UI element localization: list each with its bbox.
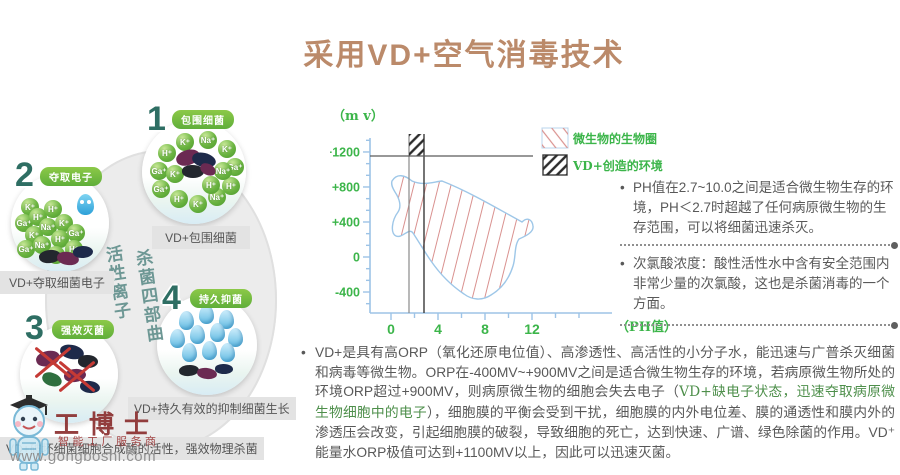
ion-ball: H⁺: [51, 230, 69, 248]
svg-text:12: 12: [524, 321, 540, 337]
x-axis-unit-label: （PH值）: [616, 319, 677, 335]
bullet-text-ph: PH值在2.7~10.0之间是适合微生物生存的环境，PH＜2.7时超越了任何病原…: [633, 180, 894, 235]
ion-ball: K⁺: [176, 133, 194, 151]
watermark: 工博士 智能工厂服务商 www.gongboshi.com: [6, 393, 256, 475]
water-drop-icon: [220, 343, 235, 362]
red-x-mark: [56, 355, 98, 397]
biosphere-region: [390, 175, 534, 300]
step2-circle: K⁺Ga⁺H⁺H⁺K⁺Na⁺K⁺Ga⁺Na⁺H⁺Ga⁺K⁺H⁺: [11, 174, 109, 272]
ion-ball: H⁺: [222, 177, 240, 195]
legend-label-vd-environment: VD+创造的环境: [572, 158, 663, 173]
step4-circle: [157, 295, 257, 395]
ion-ball: Na⁺: [199, 131, 217, 149]
bullet-dot: •: [620, 256, 625, 271]
legend-red-hatch-swatch: [542, 128, 568, 148]
dotted-separator: [620, 242, 898, 249]
ion-ball: H⁺: [170, 190, 188, 208]
bullet-dot: •: [620, 180, 625, 195]
bacteria-icon: [72, 245, 94, 259]
bullet-text-hypochlorous: 次氯酸浓度：酸性活性水中含有安全范围内非常少量的次氯酸，这也是杀菌消毒的一个方面…: [633, 256, 890, 311]
sterilization-steps-diagram: 活性离子杀菌四部曲 Ga⁺ H⁺ K⁺ Na⁺ K⁺ Ga⁺ H⁺ Na⁺ K⁺ H⁺ Ga⁺ K⁺ H…: [0, 95, 302, 475]
robot-mascot-icon: [9, 395, 49, 471]
paragraph-seg3: ），细胞膜的平衡会受到干扰，细胞膜的内外电位差、膜的通透性和膜内外的渗透压会改变…: [315, 404, 895, 460]
svg-text:+1200: +1200: [330, 146, 360, 160]
bacteria-icon: [182, 165, 204, 178]
water-drop-icon: [182, 343, 197, 362]
separator-end-dot: [891, 242, 898, 249]
water-drop-icon: [170, 329, 185, 348]
watermark-url: www.gongboshi.com: [10, 448, 157, 465]
step3-label: 强效灭菌: [52, 320, 114, 339]
ion-ball: Ga⁺: [17, 240, 35, 258]
svg-text:0: 0: [387, 321, 395, 337]
water-drop-icon: [199, 305, 214, 324]
step1-caption: VD+包围细菌: [152, 226, 250, 249]
water-drop-mascot-icon: [77, 194, 94, 215]
svg-text:8: 8: [481, 321, 489, 337]
watermark-brand: 工博士: [54, 410, 160, 439]
water-drop-icon: [228, 328, 243, 347]
step2-label: 夺取电子: [40, 167, 102, 186]
ion-ball: K⁺: [218, 140, 236, 158]
paragraph-seg2-green: VD+缺电子状态，迅速夺取病原微生物细胞中的电子: [315, 384, 895, 421]
svg-text:4: 4: [434, 321, 442, 337]
water-drop-icon: [190, 325, 205, 344]
step4-number: 4: [162, 279, 181, 317]
page-title: 采用VD+空气消毒技术: [303, 39, 625, 72]
ion-ball: Ga⁺: [67, 224, 85, 242]
step3-caption: VD+破坏细菌细胞合成酶的活性，强效物理杀菌: [0, 437, 264, 460]
svg-text:0: 0: [353, 251, 360, 265]
paragraph-seg1: VD+是具有高ORP（氧化还原电位值）、高渗透性、高活性的小分子水，能迅速与广普…: [315, 345, 895, 399]
vd-environment-band: [370, 134, 533, 313]
bullet-item-hypochlorous: • 次氯酸浓度：酸性活性水中含有安全范围内非常少量的次氯酸，这也是杀菌消毒的一个…: [620, 254, 894, 314]
water-drop-icon: [219, 310, 234, 329]
step2-caption: VD+夺取细菌电子: [0, 271, 114, 294]
svg-text:+800: +800: [332, 181, 360, 195]
step4-caption: VD+持久有效的抑制细菌生长: [128, 397, 296, 420]
water-drop-icon: [202, 341, 217, 360]
water-drop-icon: [179, 311, 194, 330]
chart-legend: 微生物的生物圈 VD+创造的环境: [541, 127, 663, 176]
watermark-slogan: 智能工厂服务商: [58, 436, 160, 448]
step4-label: 持久抑菌: [190, 289, 252, 308]
ion-ball: Na⁺: [214, 162, 232, 180]
step1-circle: Ga⁺ H⁺ K⁺ Na⁺ K⁺ Ga⁺ H⁺ Na⁺ K⁺ H⁺ Ga⁺ K⁺ H⁺ Na⁺: [142, 120, 246, 224]
separator-end-dot: [891, 322, 898, 329]
bullet-item-ph: • PH值在2.7~10.0之间是适合微生物生存的环境，PH＜2.7时超越了任何…: [620, 178, 894, 238]
axis-ticks: [363, 139, 580, 320]
water-drop-icon: [210, 323, 225, 342]
y-axis-unit-label: （m v）: [332, 108, 384, 124]
step2-number: 2: [15, 156, 34, 194]
ion-ball: Ga⁺: [150, 162, 168, 180]
step3-number: 3: [25, 309, 44, 347]
ion-ball: Ga⁺: [152, 180, 170, 198]
right-bullet-panel: • PH值在2.7~10.0之间是适合微生物生存的环境，PH＜2.7时超越了任何…: [620, 178, 898, 334]
bullet-dot: •: [301, 345, 306, 360]
legend-black-hatch-swatch: [543, 155, 567, 175]
bacteria-icon: [215, 364, 233, 374]
step1-label: 包围细菌: [172, 110, 234, 129]
ion-ball: H⁺: [202, 176, 220, 194]
orp-ph-chart: +1200 +800 +400 0 -400 0 4 8 12 （m v） （PH值） 微生物的…: [330, 108, 677, 338]
ion-ball: K⁺: [166, 165, 184, 183]
step1-number: 1: [147, 100, 166, 138]
axis-tick-labels: +1200 +800 +400 0 -400 0 4 8 12: [330, 146, 540, 338]
ion-ball: H⁺: [44, 200, 62, 218]
ion-ball: K⁺: [189, 195, 207, 213]
dotted-separator: [620, 322, 898, 329]
svg-text:+400: +400: [332, 216, 360, 230]
ion-ball: Na⁺: [39, 218, 57, 236]
ion-ball: H⁺: [158, 144, 176, 162]
svg-text:-400: -400: [335, 286, 360, 300]
bottom-paragraph: • VD+是具有高ORP（氧化还原电位值）、高渗透性、高活性的小分子水，能迅速与…: [301, 343, 895, 462]
legend-label-biosphere: 微生物的生物圈: [572, 131, 657, 146]
